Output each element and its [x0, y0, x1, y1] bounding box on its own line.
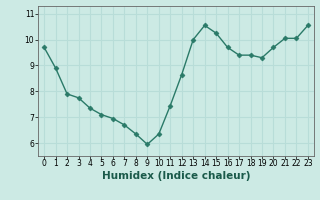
X-axis label: Humidex (Indice chaleur): Humidex (Indice chaleur)	[102, 171, 250, 181]
